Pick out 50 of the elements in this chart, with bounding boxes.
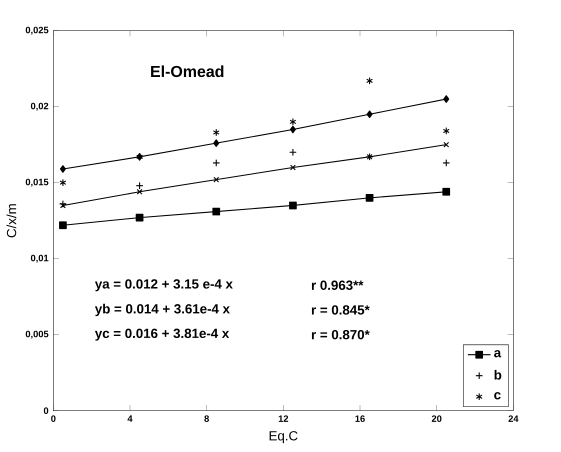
y-tick-label: 0,01	[30, 254, 48, 263]
annotation: ya = 0.012 + 3.15 e-4 x	[94, 279, 233, 292]
legend-label: c	[494, 392, 501, 400]
y-tick-label: 0,02	[30, 102, 48, 111]
x-tick-label: 20	[432, 415, 442, 422]
x-tick-label: 12	[278, 415, 288, 422]
point	[60, 165, 66, 173]
point	[366, 76, 373, 85]
y-tick-label: 0,015	[26, 178, 48, 187]
point	[366, 194, 374, 202]
point	[290, 164, 296, 170]
y-tick-label: 0	[44, 407, 48, 414]
y-tick-label: 0,005	[26, 330, 48, 339]
point	[60, 178, 66, 187]
point	[213, 176, 220, 183]
annotation: yc = 0.016 + 3.81e-4 x	[94, 328, 230, 341]
x-tick-label: 24	[508, 415, 518, 422]
point	[212, 128, 220, 136]
x-axis-title: Eq.C	[270, 431, 298, 444]
point	[442, 127, 450, 135]
annotation: r = 0.845*	[312, 305, 370, 315]
legend-label: a	[494, 350, 502, 358]
point	[60, 202, 66, 208]
annotation: r = 0.870*	[312, 330, 370, 340]
point	[443, 142, 450, 148]
x-tick-label: 0	[51, 415, 56, 422]
y-axis-title: C/x/m	[6, 204, 16, 238]
annotation: yb = 0.014 + 3.61e-4 x	[94, 304, 230, 316]
point	[213, 139, 220, 147]
point	[290, 118, 296, 126]
point	[136, 188, 142, 195]
point	[136, 214, 144, 222]
point	[289, 202, 297, 210]
annotation: r 0.963**	[312, 280, 364, 290]
point	[442, 188, 450, 196]
point	[59, 221, 67, 230]
point	[212, 208, 220, 216]
point	[443, 95, 450, 103]
x-tick-label: 8	[204, 415, 209, 422]
x-tick-label: 4	[128, 415, 133, 422]
point	[290, 126, 296, 134]
y-tick-label: 0,025	[26, 26, 48, 35]
x-tick-label: 16	[355, 415, 365, 422]
legend-label: b	[494, 370, 502, 380]
point	[212, 159, 220, 167]
point	[289, 148, 297, 156]
point	[366, 110, 373, 118]
point	[136, 182, 144, 190]
text: El-Omead	[151, 65, 224, 78]
point	[442, 159, 450, 167]
